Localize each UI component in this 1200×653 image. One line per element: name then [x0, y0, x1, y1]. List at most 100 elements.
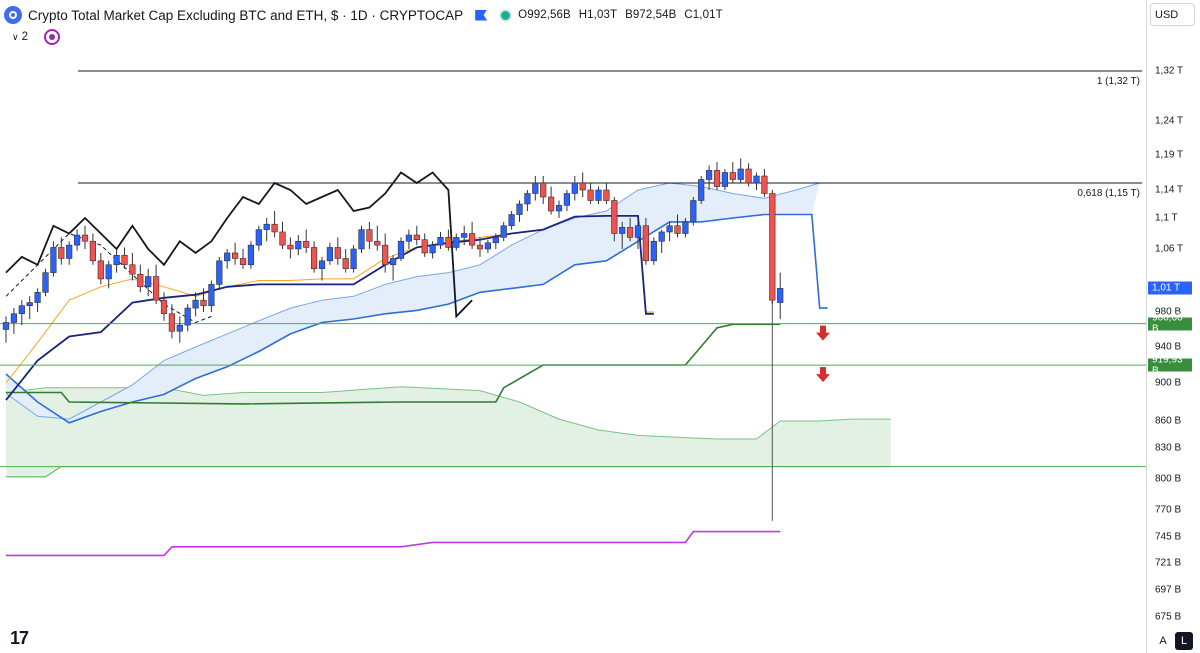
candle-body	[468, 233, 476, 246]
candle-body	[674, 225, 681, 234]
y-tick-label: 800 B	[1155, 473, 1182, 485]
candle	[334, 237, 341, 265]
candle-body	[547, 196, 555, 212]
candle-body	[247, 244, 255, 266]
candle-body	[255, 229, 262, 246]
span-a-line	[5, 182, 820, 420]
support-price-tag: 919,93 B	[1148, 354, 1192, 376]
candle-body	[476, 244, 484, 250]
candle	[279, 221, 286, 249]
candle	[698, 176, 705, 204]
candle-body	[89, 240, 96, 262]
candle-body	[137, 273, 144, 288]
candle	[705, 165, 713, 190]
y-tick-label: 1,06 T	[1155, 243, 1184, 255]
candle	[713, 162, 721, 190]
candle	[382, 233, 389, 273]
sync-icon[interactable]	[44, 29, 60, 45]
candle	[2, 316, 10, 343]
candle-body	[698, 179, 705, 201]
candle-body	[713, 170, 721, 187]
flag-icon[interactable]	[475, 9, 488, 21]
candle	[611, 197, 618, 242]
candle-body	[690, 200, 697, 223]
y-tick-label: 770 B	[1155, 504, 1182, 516]
symbol-title[interactable]: Crypto Total Market Cap Excluding BTC an…	[28, 7, 464, 23]
candle	[508, 211, 515, 230]
candle-body	[34, 292, 41, 303]
crypto-logo-icon	[4, 6, 22, 24]
y-tick-label: 675 B	[1155, 611, 1182, 623]
candle-body	[571, 182, 578, 194]
candle	[26, 296, 33, 319]
currency-select[interactable]: USD	[1150, 3, 1195, 26]
candle	[326, 242, 334, 265]
candle-body	[310, 247, 318, 269]
candle-body	[405, 234, 413, 242]
candle	[745, 163, 752, 187]
candle	[587, 183, 594, 204]
candle-body	[263, 223, 270, 230]
candle	[571, 176, 578, 201]
candle	[547, 186, 555, 215]
auto-scale-button[interactable]: A	[1159, 635, 1167, 647]
fib-level-label: 0,618 (1,15 T)	[1077, 188, 1140, 199]
kijun-line	[5, 214, 654, 401]
candle-body	[145, 276, 152, 288]
candle	[89, 233, 96, 265]
candle-body	[208, 284, 215, 307]
y-tick-label: 1,19 T	[1155, 149, 1184, 161]
indicators-toggle[interactable]: ∨ 2	[8, 29, 32, 45]
candle-body	[66, 244, 73, 259]
candle	[113, 249, 120, 273]
candle-body	[453, 237, 460, 248]
candle-body	[532, 182, 539, 194]
candle	[50, 241, 57, 277]
y-tick-label: 900 B	[1155, 377, 1182, 389]
price-chart[interactable]	[0, 0, 1146, 653]
candle	[476, 237, 484, 257]
candle	[484, 239, 492, 253]
candle-body	[318, 260, 326, 269]
ichimoku-cloud-fill	[6, 183, 820, 423]
candle	[516, 200, 523, 222]
candle	[374, 225, 381, 251]
candle	[405, 229, 413, 249]
candle	[58, 237, 65, 265]
log-scale-button[interactable]: L	[1175, 632, 1193, 650]
candle-body	[97, 260, 104, 280]
candle	[129, 252, 136, 281]
candle-body	[611, 200, 618, 234]
y-tick-label: 1,14 T	[1155, 184, 1184, 196]
candle	[461, 225, 468, 246]
candle-body	[603, 189, 610, 201]
fib-level-label: 1 (1,32 T)	[1096, 76, 1140, 87]
candle	[216, 256, 223, 290]
candle	[350, 245, 357, 273]
candle-body	[658, 231, 665, 242]
candle	[295, 235, 302, 256]
candle-body	[516, 203, 523, 215]
candle	[437, 231, 444, 249]
candle-body	[492, 237, 499, 244]
span-b-line	[5, 213, 828, 424]
candle	[97, 252, 104, 285]
candle	[176, 316, 183, 343]
candle	[753, 172, 760, 190]
y-tick-label: 721 B	[1155, 557, 1182, 569]
candle-body	[334, 247, 341, 259]
candle-body	[555, 205, 563, 212]
candle	[160, 292, 168, 321]
chart-header: Crypto Total Market Cap Excluding BTC an…	[4, 4, 723, 26]
support-price-tag: 966,66 B	[1148, 313, 1192, 335]
tradingview-logo-icon[interactable]: 17	[10, 628, 29, 648]
candle	[658, 229, 665, 253]
candle-body	[10, 313, 18, 323]
ohlc-open: O992,56B	[518, 9, 571, 21]
candle-body	[350, 248, 357, 269]
candle	[358, 225, 365, 253]
candle-body	[737, 168, 744, 180]
y-tick-label: 860 B	[1155, 415, 1182, 427]
y-tick-label: 940 B	[1155, 341, 1182, 353]
y-tick-label: 1,1 T	[1155, 212, 1178, 224]
